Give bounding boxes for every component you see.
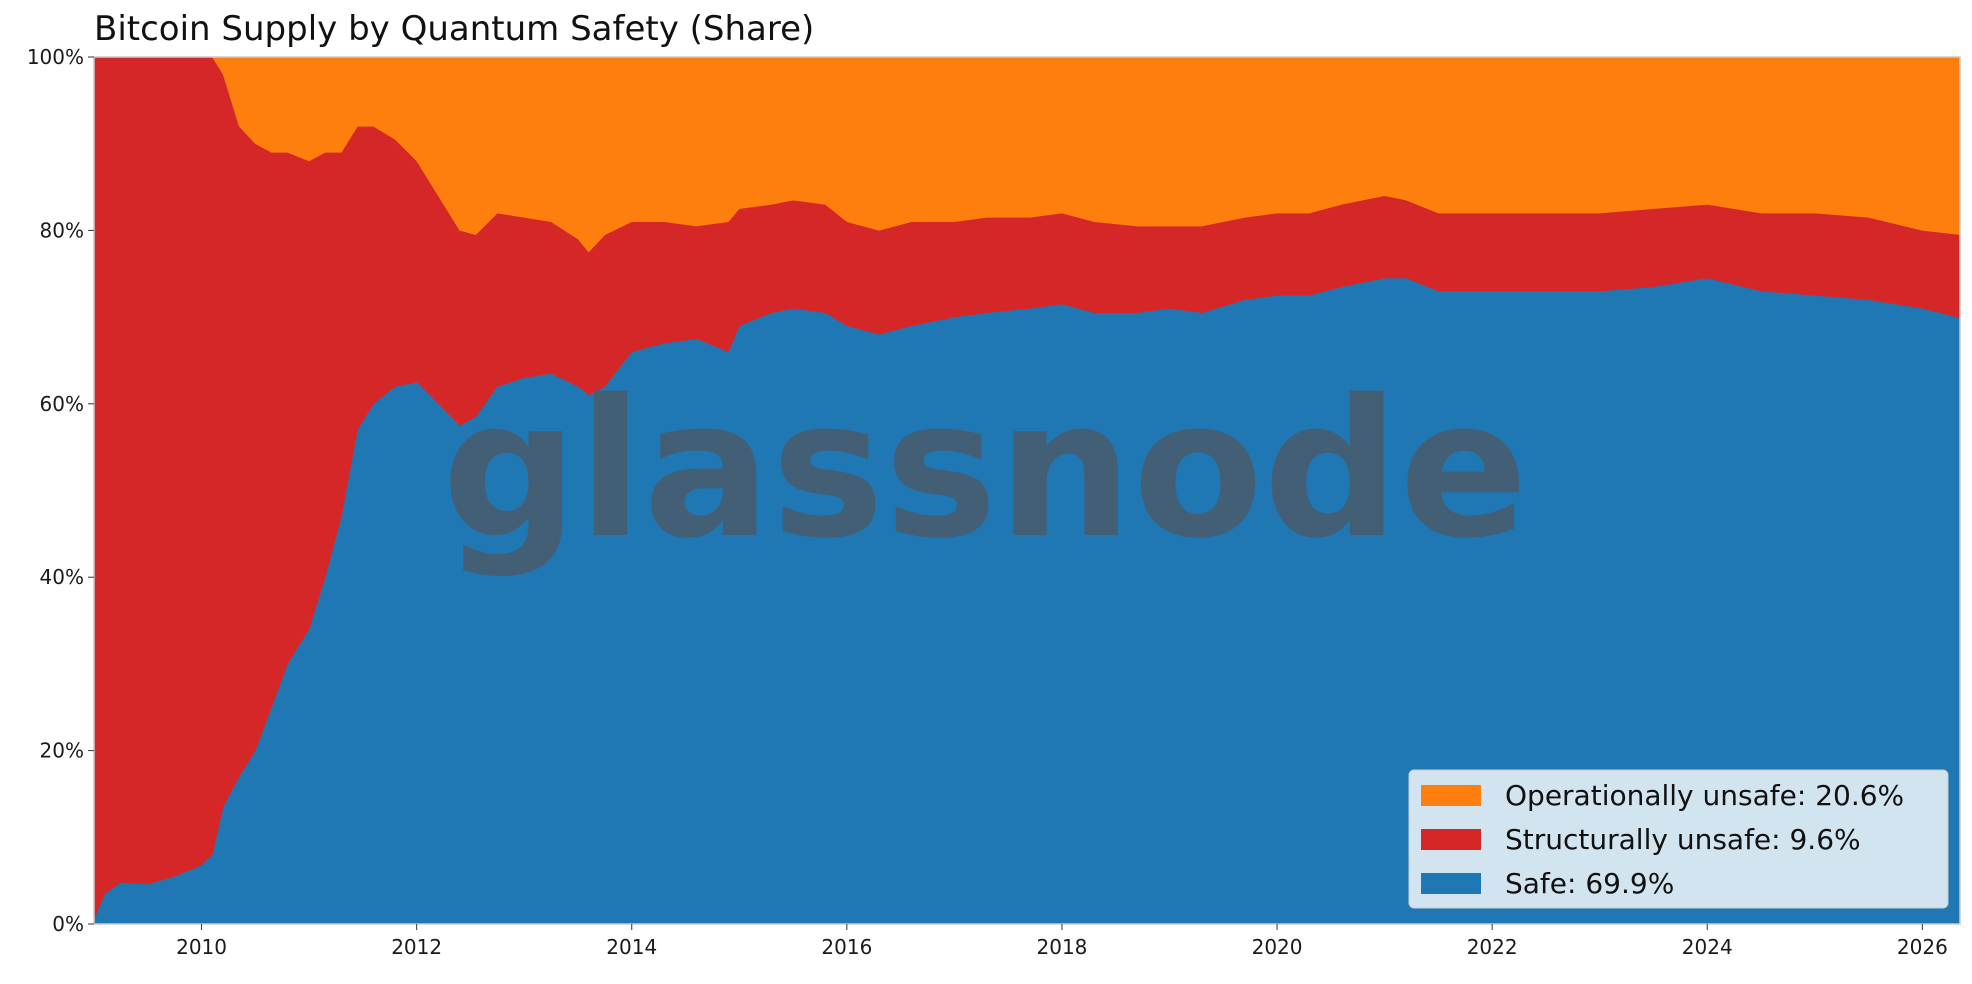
x-tick-label: 2010	[176, 935, 227, 959]
y-axis: 0% 20% 40% 60% 80% 100%	[27, 45, 94, 936]
x-axis: 2010 2012 2014 2016 2018 2020 2022 2024 2026	[176, 924, 1948, 959]
x-tick-label: 2020	[1252, 935, 1303, 959]
x-tick-label: 2024	[1682, 935, 1733, 959]
legend-box	[1408, 769, 1949, 909]
x-tick-label: 2012	[391, 935, 442, 959]
x-tick-label: 2018	[1037, 935, 1088, 959]
x-tick-label: 2022	[1467, 935, 1518, 959]
legend-label: Operationally unsafe: 20.6%	[1505, 779, 1904, 812]
legend-swatch	[1421, 785, 1481, 806]
legend-label: Structurally unsafe: 9.6%	[1505, 823, 1861, 856]
y-tick-label: 100%	[27, 45, 84, 69]
x-tick-label: 2026	[1897, 935, 1948, 959]
legend-swatch	[1421, 873, 1481, 894]
x-tick-label: 2016	[821, 935, 872, 959]
area-layers	[93, 56, 1961, 925]
y-tick-label: 80%	[40, 218, 84, 242]
watermark-logo: glassnode	[442, 359, 1528, 580]
y-tick-label: 60%	[40, 392, 84, 416]
y-tick-label: 0%	[52, 912, 84, 936]
plot-frame	[93, 56, 1961, 925]
legend: Operationally unsafe: 20.6% Structurally …	[1408, 769, 1949, 909]
y-tick-label: 20%	[40, 739, 84, 763]
x-tick-label: 2014	[606, 935, 657, 959]
y-tick-label: 40%	[40, 565, 84, 589]
chart-title: Bitcoin Supply by Quantum Safety (Share)	[94, 9, 814, 49]
legend-label: Safe: 69.9%	[1505, 867, 1674, 900]
legend-swatch	[1421, 829, 1481, 850]
